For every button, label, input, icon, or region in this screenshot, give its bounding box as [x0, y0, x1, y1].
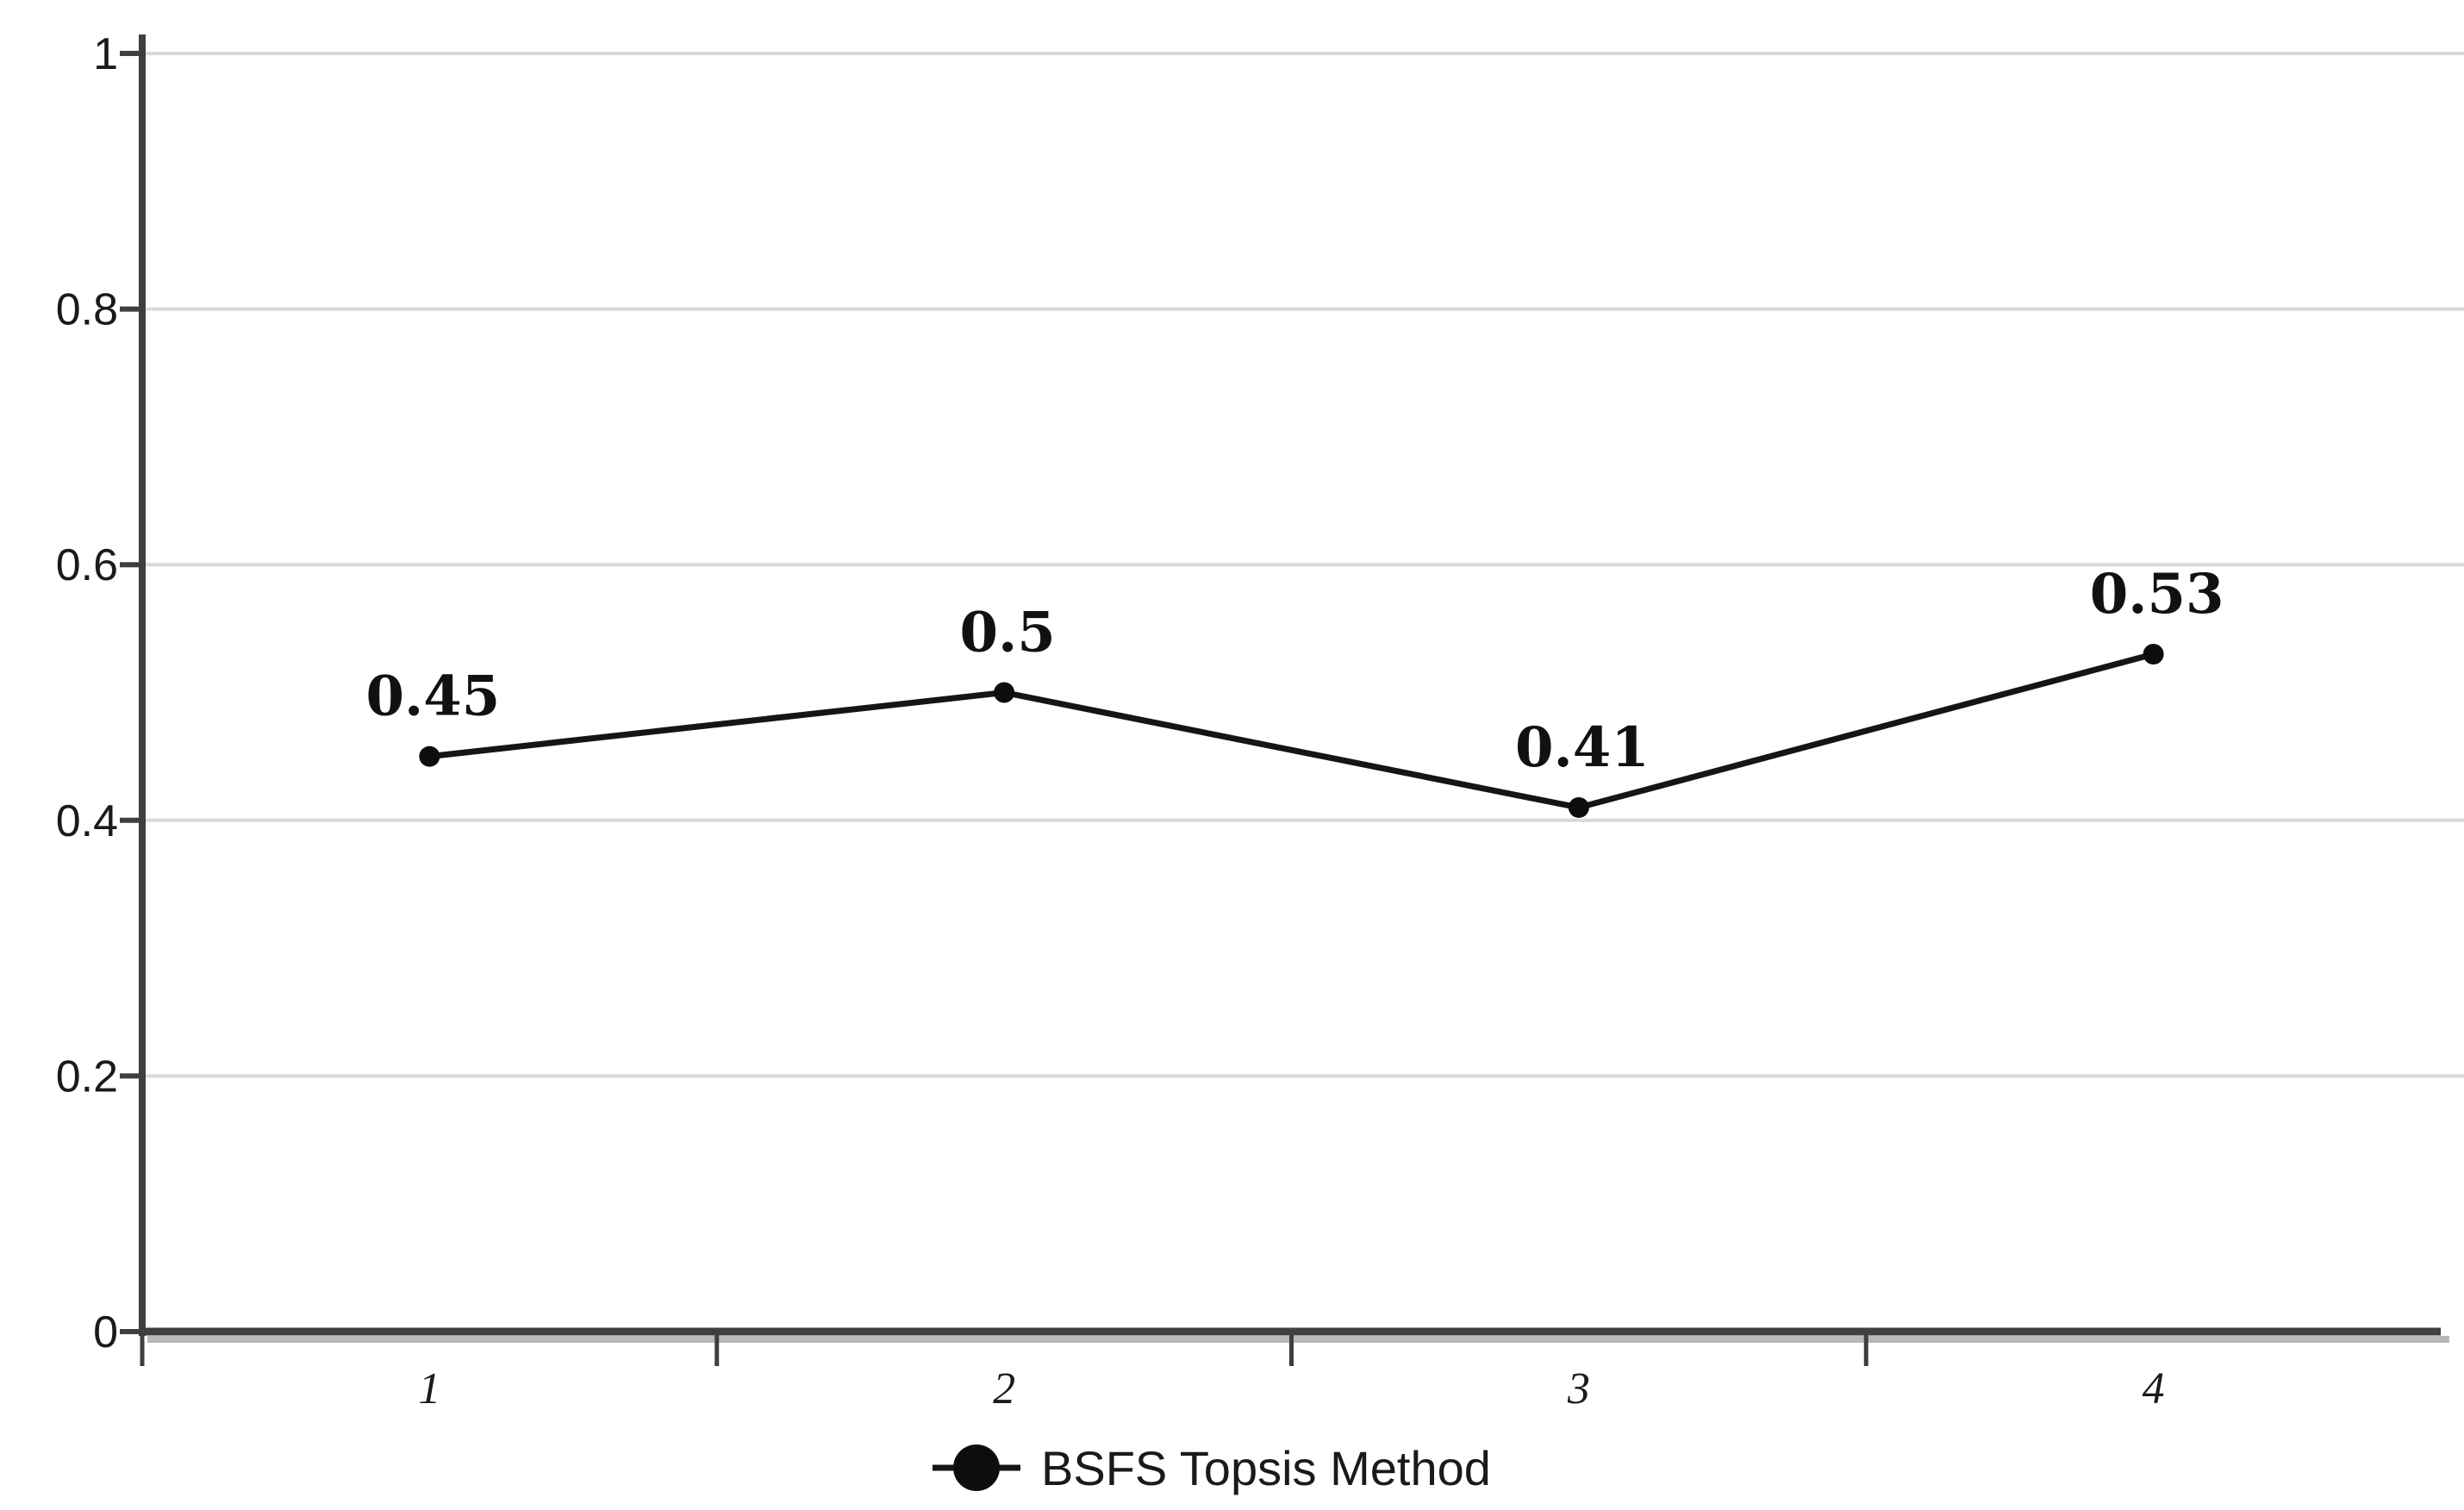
data-point-label: 0.5: [959, 601, 1055, 665]
data-point-marker: [419, 746, 440, 767]
y-tick-label: 0.2: [56, 1051, 118, 1101]
circle-on-line-icon: [953, 1444, 1000, 1491]
data-point-label: 0.45: [365, 665, 500, 729]
data-point-marker: [1568, 796, 1589, 818]
x-tick-label: 2: [993, 1364, 1015, 1413]
x-tick-label: 3: [1567, 1364, 1590, 1413]
data-point-marker: [2143, 644, 2164, 665]
x-tick-label: 4: [2143, 1364, 2165, 1413]
series-line: [428, 651, 2155, 811]
data-point-label: 0.53: [2090, 562, 2224, 627]
legend-label: BSFS Topsis Method: [1041, 1441, 1491, 1495]
data-point-label: 0.41: [1515, 715, 1650, 780]
y-tick-label: 0.4: [56, 796, 118, 846]
y-tick-label: 0.6: [56, 540, 118, 590]
y-tick-label: 0.8: [56, 285, 118, 335]
y-tick-label: 0: [93, 1307, 118, 1357]
y-tick-label: 1: [93, 29, 118, 79]
data-point-marker: [994, 682, 1015, 703]
x-tick-label: 1: [418, 1364, 440, 1413]
